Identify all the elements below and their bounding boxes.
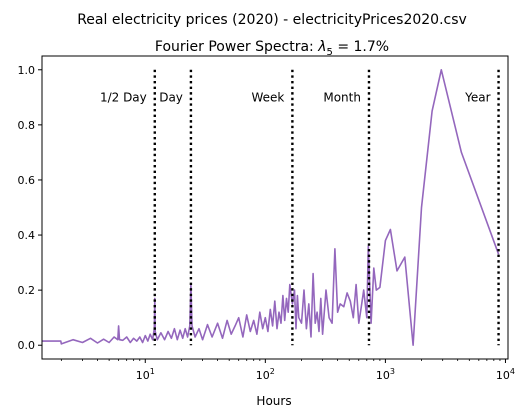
- y-tick-label: 0.6: [18, 174, 36, 187]
- x-tick-label-base: 10: [256, 369, 270, 382]
- chart-title: Fourier Power Spectra: λ5 = 1.7%: [155, 39, 389, 58]
- chart-title-subscript: 5: [327, 47, 333, 58]
- x-tick-label-base: 10: [376, 369, 390, 382]
- x-tick-label-exponent: 3: [390, 367, 395, 376]
- x-axis-label: Hours: [256, 394, 291, 408]
- vline-label: Month: [323, 90, 361, 104]
- x-tick-label: 101: [136, 367, 155, 382]
- vline-label: 1/2 Day: [100, 90, 147, 104]
- y-tick-label: 1.0: [18, 64, 36, 77]
- vline-label: Year: [464, 90, 490, 104]
- chart-title-lambda: λ: [317, 39, 326, 55]
- vline-label: Week: [251, 90, 284, 104]
- y-tick-label: 0.2: [18, 284, 36, 297]
- x-tick-label: 103: [376, 367, 395, 382]
- x-tick-label-base: 10: [496, 369, 510, 382]
- x-tick-label-exponent: 2: [270, 367, 275, 376]
- y-tick-label: 0.8: [18, 119, 36, 132]
- spectrum-line: [42, 69, 500, 346]
- vline-label: Day: [159, 90, 183, 104]
- x-tick-label-base: 10: [136, 369, 150, 382]
- x-tick-label-exponent: 4: [510, 367, 515, 376]
- y-tick-label: 0.4: [18, 229, 36, 242]
- x-tick-label: 102: [256, 367, 275, 382]
- figure-suptitle: Real electricity prices (2020) - electri…: [77, 12, 467, 28]
- y-tick-label: 0.0: [18, 339, 36, 352]
- plot-frame: [41, 55, 509, 360]
- chart-title-prefix: Fourier Power Spectra:: [155, 39, 318, 55]
- x-tick-label-exponent: 1: [150, 367, 155, 376]
- chart-title-suffix: = 1.7%: [333, 39, 389, 55]
- x-tick-label: 104: [496, 367, 515, 382]
